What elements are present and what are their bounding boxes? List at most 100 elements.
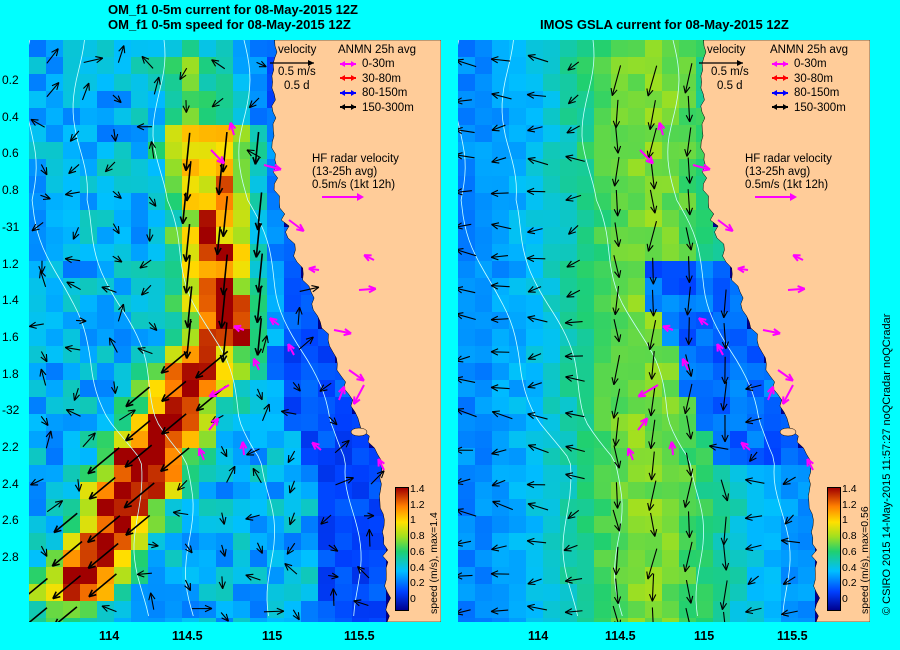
speed-cell <box>594 431 612 449</box>
speed-cell <box>335 584 353 602</box>
current-arrow <box>46 500 63 513</box>
speed-cell <box>730 414 748 432</box>
speed-cell <box>165 618 183 622</box>
current-arrow <box>566 289 581 298</box>
blue-arrow-icon <box>772 89 788 96</box>
arrow-head <box>614 334 622 343</box>
speed-cell <box>611 193 629 211</box>
current-arrow <box>565 610 583 613</box>
speed-cell <box>267 414 285 432</box>
speed-cell <box>509 40 527 58</box>
arrow-head <box>490 348 499 356</box>
speed-cell <box>662 584 680 602</box>
speed-cell <box>560 227 578 245</box>
arrow-head <box>88 491 97 500</box>
speed-cell <box>233 329 251 347</box>
x-tick-label-right: 114.5 <box>605 629 636 643</box>
speed-cell <box>594 465 612 483</box>
speed-cell <box>301 346 319 364</box>
colorbar-tick: 0.6 <box>842 545 857 558</box>
speed-cell <box>509 346 527 364</box>
speed-cell <box>29 210 47 228</box>
arrow-head <box>293 383 301 392</box>
current-arrow <box>458 249 477 257</box>
speed-cell <box>662 74 680 92</box>
speed-cell <box>369 618 387 622</box>
speed-cell <box>611 227 629 245</box>
hf-scale-arrow-icon <box>755 193 797 201</box>
speed-cell <box>301 448 319 466</box>
current-arrow <box>221 512 225 525</box>
speed-cell <box>577 91 595 109</box>
arrow-head <box>780 537 789 545</box>
speed-cell <box>577 397 595 415</box>
speed-cell <box>131 193 149 211</box>
arrow-head <box>40 167 48 176</box>
speed-cell <box>679 193 697 211</box>
current-arrow <box>368 529 371 547</box>
current-arrow <box>348 369 365 382</box>
speed-cell <box>267 278 285 296</box>
arrow-head <box>148 592 156 601</box>
speed-cell <box>645 108 663 126</box>
speed-cell <box>352 533 370 551</box>
arrow-head <box>683 564 691 573</box>
anmn-title: ANMN 25h avg <box>770 44 848 56</box>
current-arrow <box>565 155 585 162</box>
speed-cell <box>713 618 731 622</box>
speed-cell <box>645 584 663 602</box>
speed-cell <box>645 380 663 398</box>
speed-cell <box>63 193 81 211</box>
speed-cell <box>148 40 166 58</box>
current-arrow <box>647 220 658 252</box>
speed-cell <box>526 210 544 228</box>
speed-cell <box>250 261 268 279</box>
speed-cell <box>182 329 200 347</box>
speed-cell <box>46 227 64 245</box>
speed-cell <box>97 329 115 347</box>
speed-cell <box>250 533 268 551</box>
speed-cell <box>284 550 302 568</box>
speed-cell <box>114 125 132 143</box>
speed-cell <box>475 601 493 619</box>
speed-cell <box>233 601 251 619</box>
arrow-head <box>458 508 464 516</box>
speed-cell <box>628 159 646 177</box>
speed-cell <box>509 448 527 466</box>
arrow-head <box>646 243 654 252</box>
speed-cell <box>29 159 47 177</box>
speed-cell <box>114 363 132 381</box>
current-arrow <box>651 607 654 622</box>
current-arrow <box>208 417 220 431</box>
speed-cell <box>781 584 799 602</box>
speed-cell <box>29 142 47 160</box>
speed-cell <box>526 618 544 622</box>
speed-cell <box>594 482 612 500</box>
speed-cell <box>46 346 64 364</box>
speed-cell <box>577 346 595 364</box>
speed-cell <box>798 533 816 551</box>
speed-cell <box>611 244 629 262</box>
speed-cell <box>80 125 98 143</box>
speed-cell <box>199 550 217 568</box>
hf-scale-arrow-icon <box>322 193 364 201</box>
speed-cell <box>764 584 782 602</box>
speed-cell <box>543 363 561 381</box>
speed-cell <box>492 57 510 75</box>
current-arrow <box>370 470 385 485</box>
speed-cell <box>526 176 544 194</box>
speed-cell <box>543 91 561 109</box>
arrow-head <box>782 577 791 585</box>
anmn-band-1: 30-80m <box>770 72 848 87</box>
speed-cell <box>216 448 234 466</box>
speed-cell <box>475 91 493 109</box>
arrow-head <box>233 324 242 333</box>
speed-cell <box>250 193 268 211</box>
speed-cell <box>250 74 268 92</box>
arrow-head <box>276 607 285 615</box>
current-arrow <box>762 329 781 335</box>
arrow-head <box>95 56 104 64</box>
arrow-head <box>458 608 464 616</box>
x-tick-label-left: 114 <box>99 629 120 643</box>
speed-cell <box>46 567 64 585</box>
